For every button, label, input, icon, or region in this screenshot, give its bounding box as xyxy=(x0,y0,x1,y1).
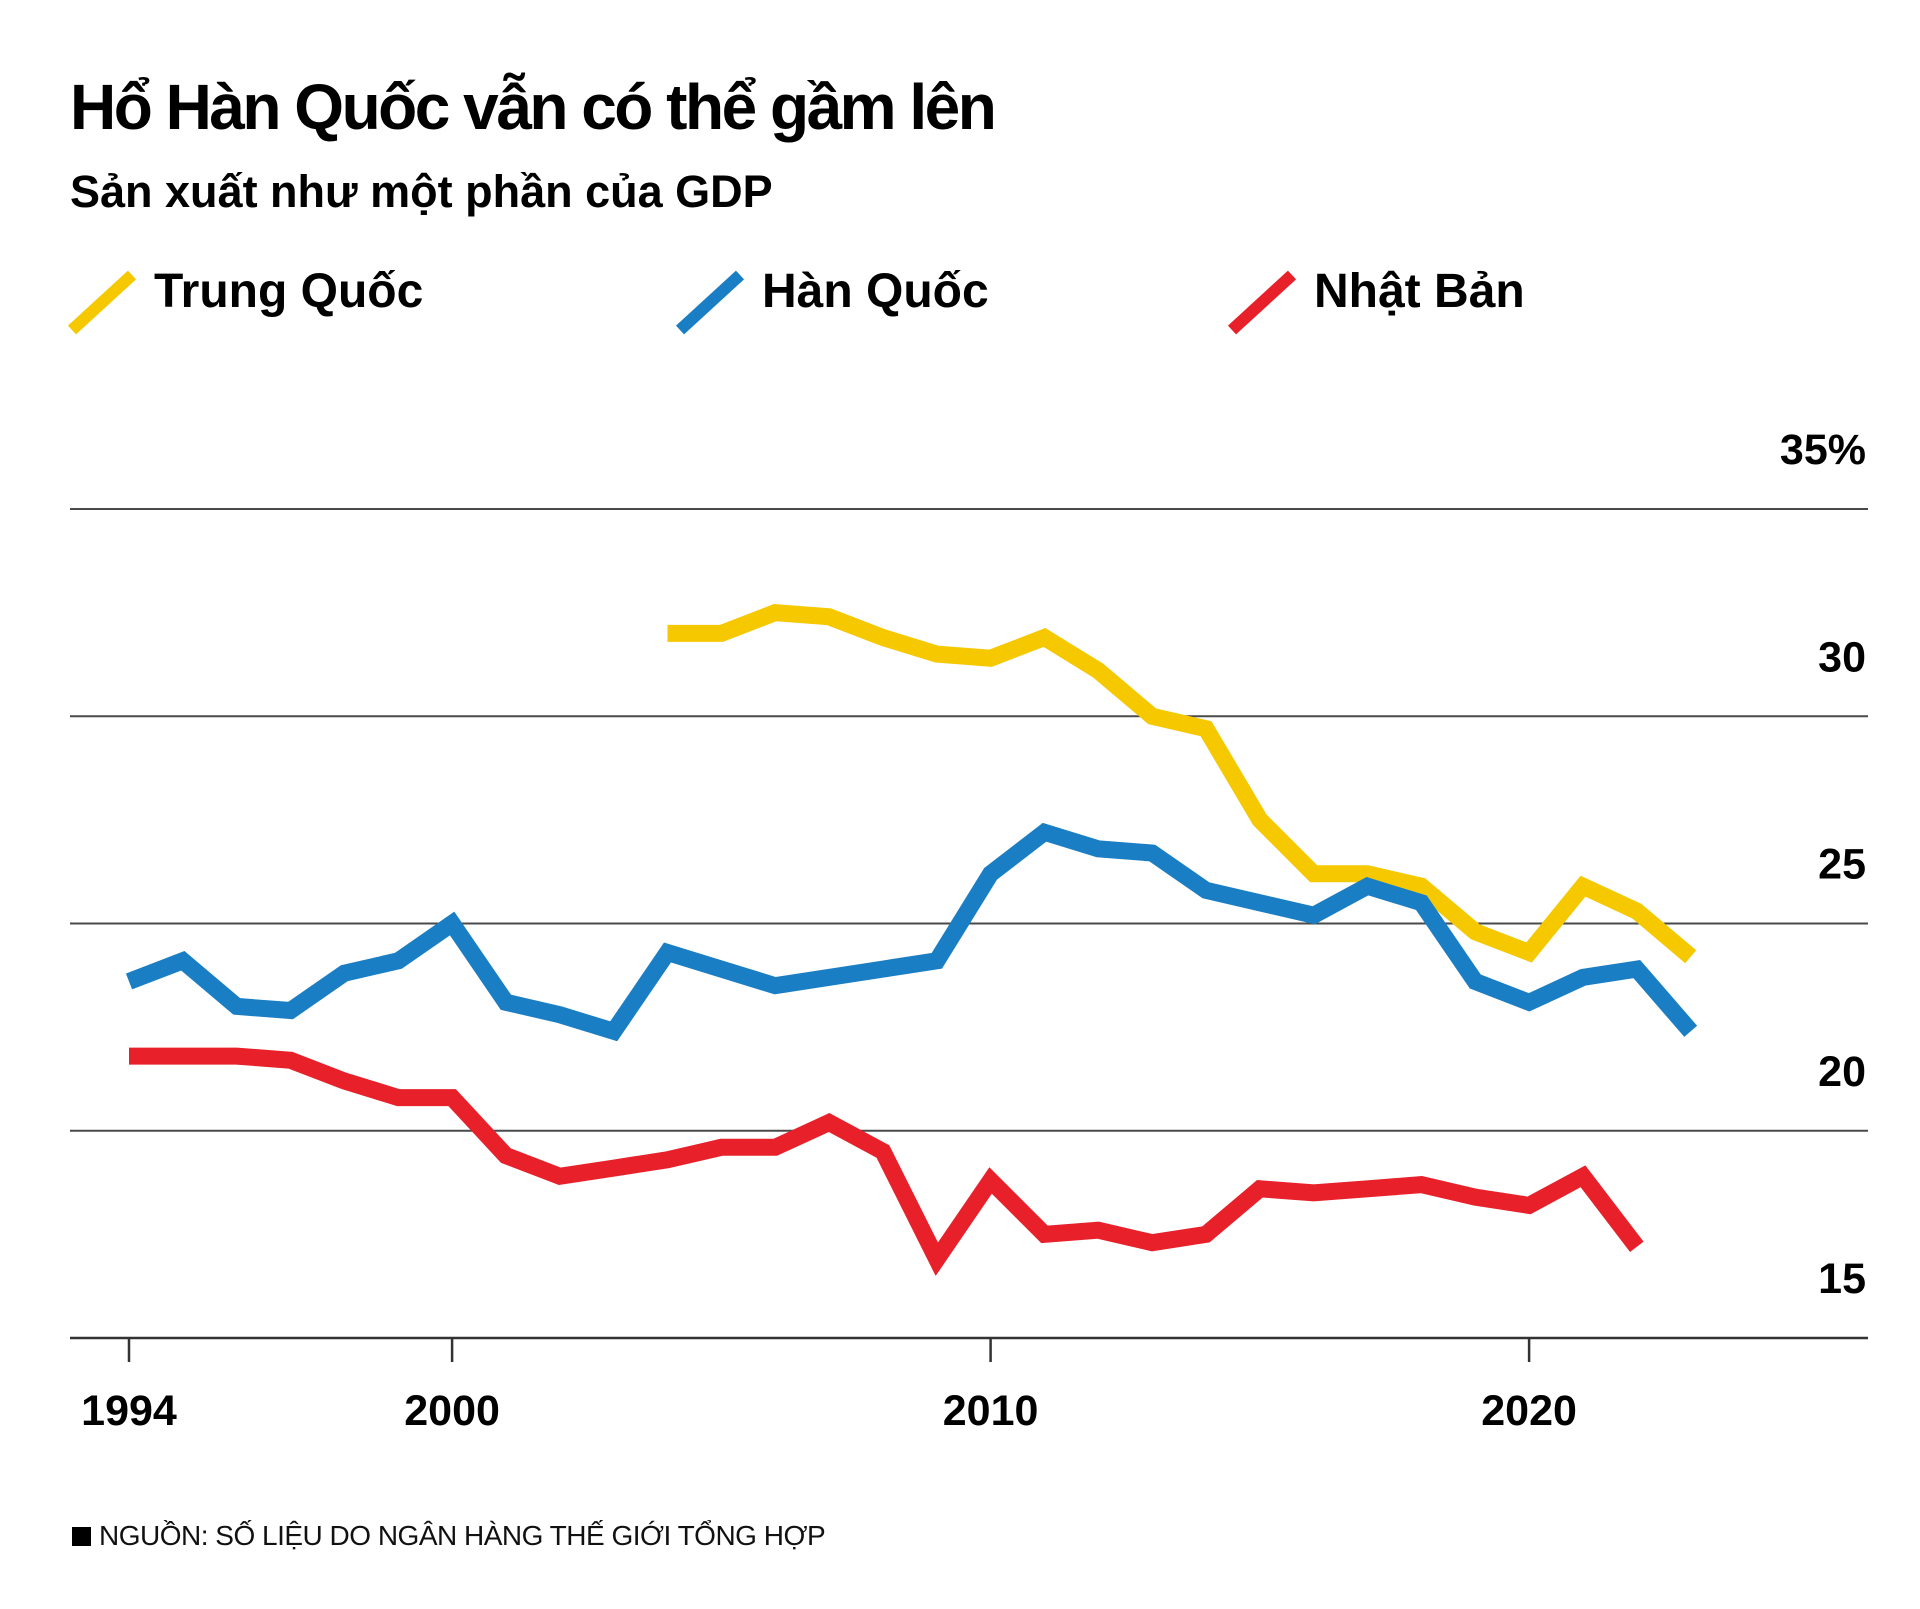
y-tick-label-20: 20 xyxy=(1818,1048,1866,1096)
legend-label-0: Trung Quốc xyxy=(154,265,423,318)
legend: Trung Quốc Hàn Quốc Nhật Bản xyxy=(67,265,1525,335)
legend-swatch-0 xyxy=(67,270,137,335)
x-tick-label-2020: 2020 xyxy=(1481,1387,1577,1435)
x-tick-label-2010: 2010 xyxy=(943,1387,1039,1435)
y-tick-label-15: 15 xyxy=(1818,1255,1866,1303)
y-tick-label-25: 25 xyxy=(1818,841,1866,889)
y-tick-label-30: 30 xyxy=(1818,633,1866,681)
gridlines xyxy=(70,508,1868,1132)
series-line-2 xyxy=(129,1047,1644,1276)
source-note: NGUỒN: SỐ LIỆU DO NGÂN HÀNG THẾ GIỚI TỔN… xyxy=(72,1520,826,1552)
series-line-0 xyxy=(667,603,1697,964)
x-axis: 1994 2000 2010 2020 xyxy=(70,1336,1868,1435)
series-layer xyxy=(125,603,1698,1276)
series-line-1 xyxy=(125,822,1698,1042)
chart-title: Hổ Hàn Quốc vẫn có thể gầm lên xyxy=(70,71,997,143)
legend-swatch-1 xyxy=(675,270,745,335)
legend-swatch-2 xyxy=(1227,270,1297,335)
legend-label-2: Nhật Bản xyxy=(1314,265,1525,318)
chart-subtitle: Sản xuất như một phần của GDP xyxy=(70,166,773,217)
legend-label-1: Hàn Quốc xyxy=(762,265,989,318)
source-text: NGUỒN: SỐ LIỆU DO NGÂN HÀNG THẾ GIỚI TỔN… xyxy=(99,1520,826,1551)
x-tick-label-2000: 2000 xyxy=(404,1387,500,1435)
y-tick-label-35: 35% xyxy=(1780,426,1866,474)
y-axis: 35% 30 25 20 15 xyxy=(1780,426,1866,1303)
source-square-icon xyxy=(72,1527,91,1546)
x-tick-label-1994: 1994 xyxy=(81,1387,177,1435)
